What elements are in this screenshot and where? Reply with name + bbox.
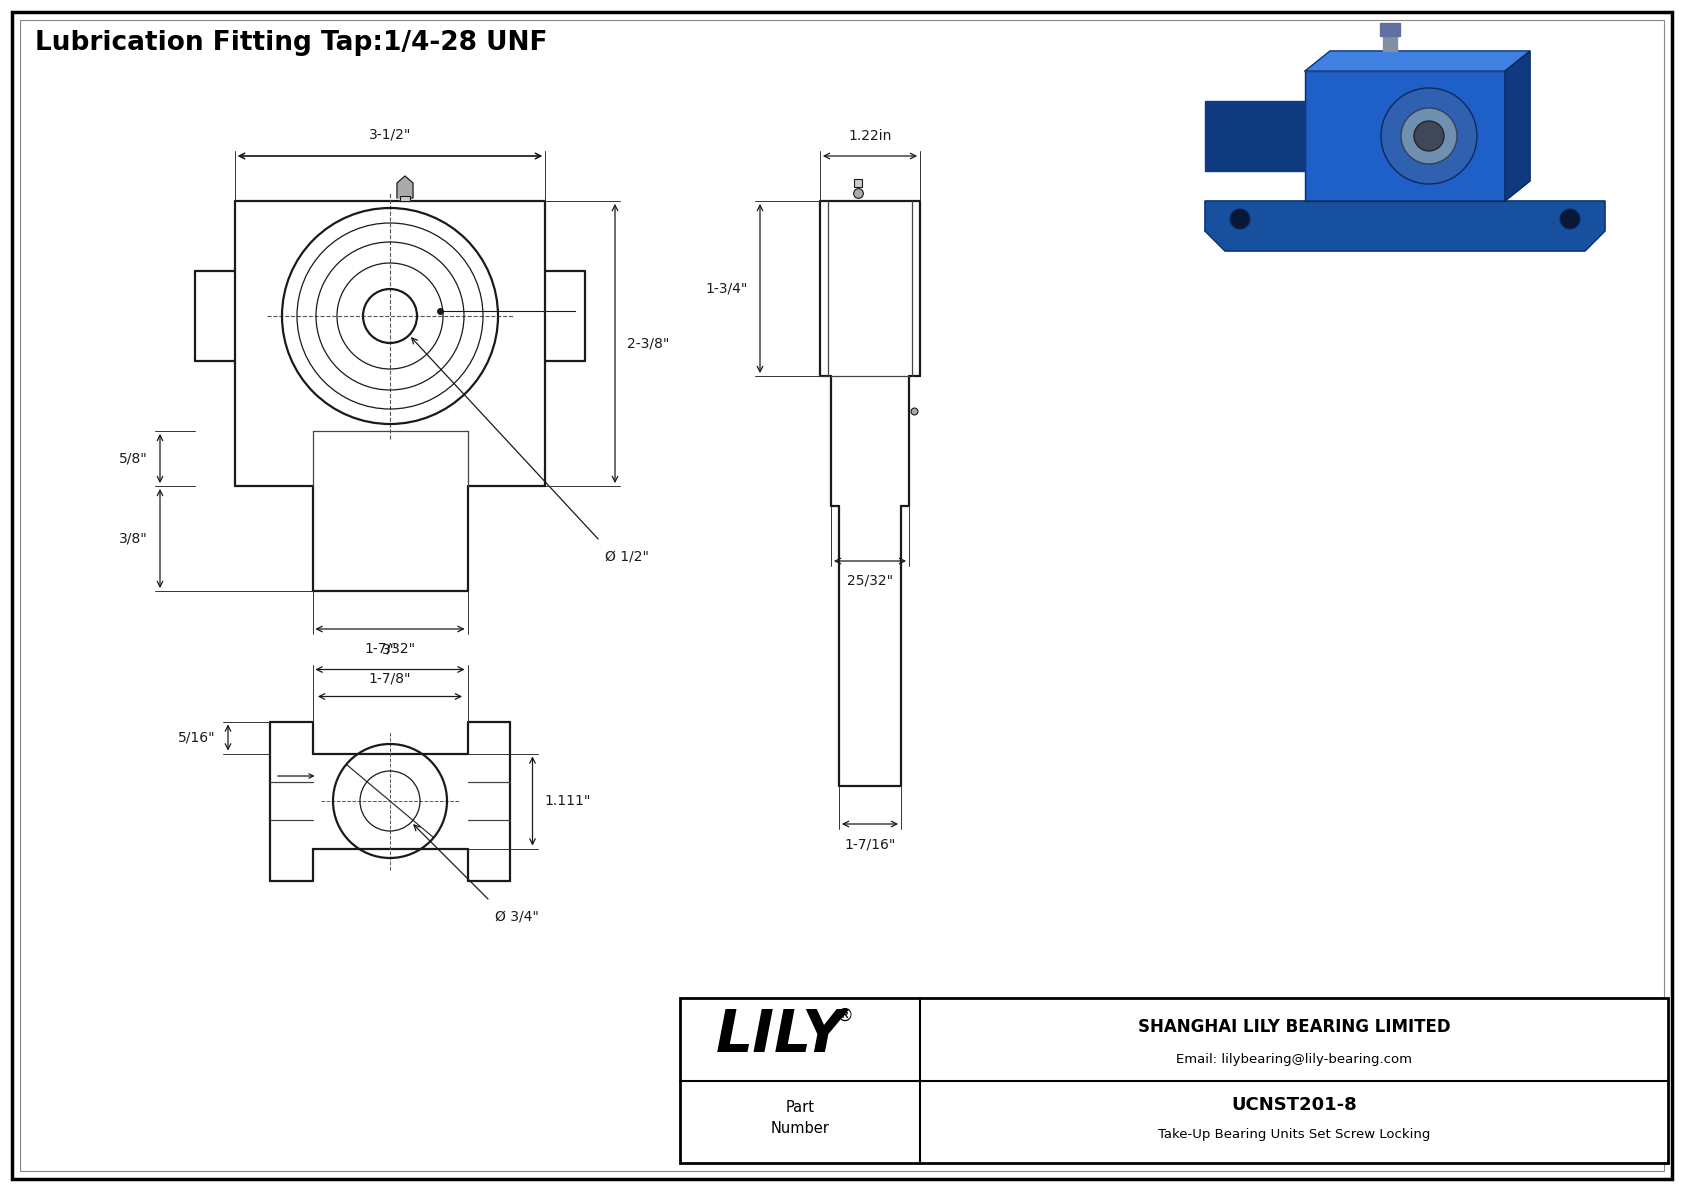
Circle shape xyxy=(1229,208,1250,229)
Text: 1-7/16": 1-7/16" xyxy=(844,837,896,852)
Text: Ø 1/2": Ø 1/2" xyxy=(605,549,648,563)
Circle shape xyxy=(1381,88,1477,183)
Text: 1-7/32": 1-7/32" xyxy=(364,642,416,656)
Polygon shape xyxy=(1383,36,1398,51)
Text: Lubrication Fitting Tap:1/4-28 UNF: Lubrication Fitting Tap:1/4-28 UNF xyxy=(35,30,547,56)
Text: 1.111": 1.111" xyxy=(544,794,591,807)
Bar xyxy=(1305,71,1505,201)
Text: Take-Up Bearing Units Set Screw Locking: Take-Up Bearing Units Set Screw Locking xyxy=(1159,1128,1430,1141)
Polygon shape xyxy=(397,176,413,198)
Bar xyxy=(680,998,1667,1162)
Circle shape xyxy=(1559,208,1580,229)
Text: 5/16": 5/16" xyxy=(179,730,216,744)
Text: 5/8": 5/8" xyxy=(120,451,148,466)
Text: LILY: LILY xyxy=(716,1006,845,1064)
Text: UCNST201-8: UCNST201-8 xyxy=(1231,1096,1357,1115)
Circle shape xyxy=(1401,108,1457,164)
Text: ®: ® xyxy=(835,1008,854,1025)
Polygon shape xyxy=(1206,201,1605,251)
Circle shape xyxy=(1415,121,1443,151)
Text: Part
Number: Part Number xyxy=(771,1099,830,1136)
Polygon shape xyxy=(1305,51,1531,71)
Text: 1-7/8": 1-7/8" xyxy=(369,672,411,686)
Polygon shape xyxy=(1505,51,1531,201)
Text: 25/32": 25/32" xyxy=(847,574,893,588)
Text: Email: lilybearing@lily-bearing.com: Email: lilybearing@lily-bearing.com xyxy=(1175,1053,1411,1066)
Polygon shape xyxy=(1379,23,1399,36)
Bar xyxy=(1186,36,1640,281)
Text: 3-1/2": 3-1/2" xyxy=(369,127,411,142)
Polygon shape xyxy=(401,197,409,201)
Text: Ø 3/4": Ø 3/4" xyxy=(495,909,539,923)
Text: 1-3/4": 1-3/4" xyxy=(706,281,748,295)
Text: 1.22in: 1.22in xyxy=(849,129,893,143)
Text: 3": 3" xyxy=(382,642,397,656)
Text: SHANGHAI LILY BEARING LIMITED: SHANGHAI LILY BEARING LIMITED xyxy=(1138,1018,1450,1036)
Polygon shape xyxy=(1206,101,1305,172)
Text: 3/8": 3/8" xyxy=(120,531,148,545)
Text: 2-3/8": 2-3/8" xyxy=(626,337,669,350)
